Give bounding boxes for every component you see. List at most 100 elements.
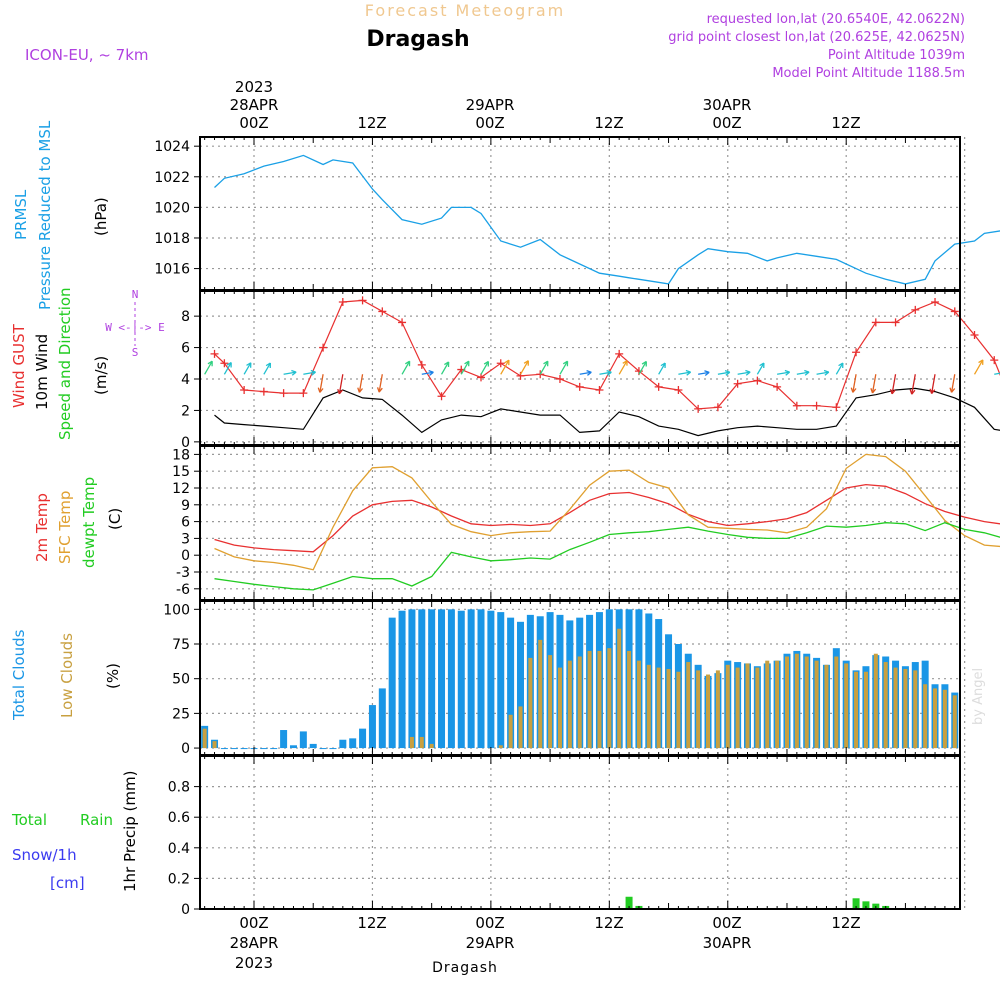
- low-cloud-bar: [548, 655, 553, 749]
- location-title: Dragash: [366, 27, 469, 52]
- cloud-unit: (%): [104, 663, 122, 689]
- precip-ytick-label: 0.6: [168, 810, 190, 826]
- low-cloud-bar: [913, 670, 918, 749]
- temp-label-3: dewpt Temp: [80, 477, 98, 568]
- bottom-year-label: 2023: [235, 954, 273, 972]
- wind-arrow-head: [889, 388, 896, 395]
- wind-direction-arrow: [223, 362, 232, 375]
- low-cloud-bar: [528, 657, 533, 749]
- total-cloud-bar: [457, 610, 465, 749]
- wind-direction-arrow: [776, 371, 790, 375]
- point-altitude: Point Altitude 1039m: [828, 48, 965, 63]
- low-cloud-bar: [646, 664, 651, 749]
- low-cloud-bar: [429, 743, 434, 749]
- wind-direction-arrow: [579, 371, 592, 375]
- wind-arrow-head: [317, 387, 324, 393]
- wind-ytick-label: 2: [181, 403, 190, 419]
- low-cloud-bar: [794, 653, 799, 749]
- wind-arrow-head: [838, 362, 844, 369]
- wind-direction-arrow: [338, 374, 344, 394]
- wind-direction-arrow: [658, 362, 666, 375]
- gust-marker: [398, 318, 407, 327]
- plot-panels: 1016101810201022102402468-6-303691215180…: [154, 136, 1000, 918]
- low-cloud-bar: [627, 650, 632, 749]
- low-cloud-bar: [854, 671, 859, 749]
- bottom-tick-label-5: 00Z: [712, 914, 741, 932]
- total-cloud-bar: [339, 739, 347, 749]
- wind-direction-arrow: [994, 372, 1000, 375]
- wind-arrow-head: [606, 369, 612, 376]
- gust-marker: [950, 307, 959, 316]
- low-cloud-bar: [903, 668, 908, 749]
- pressure-ytick-label: 1016: [154, 262, 190, 278]
- gust-marker: [536, 370, 545, 379]
- wind-arrow-head: [310, 369, 316, 376]
- gust-marker: [615, 349, 624, 358]
- gust-marker: [832, 403, 841, 412]
- gust-marker: [319, 343, 328, 352]
- wind-ytick-label: 4: [181, 372, 190, 388]
- temp-ytick-label: 6: [181, 515, 190, 531]
- cloud-labels: Total Clouds Low Clouds (%): [10, 629, 122, 721]
- top-tick-label-4: 12Z: [594, 114, 623, 132]
- gust-marker: [812, 401, 821, 410]
- total-cloud-bar: [398, 610, 406, 749]
- gust-marker: [733, 379, 742, 388]
- wind-arrow-head: [226, 361, 232, 368]
- low-cloud-bar: [824, 664, 829, 749]
- low-cloud-bar: [587, 650, 592, 749]
- gust-marker: [220, 359, 229, 368]
- low-cloud-bar: [844, 663, 849, 749]
- gust-marker: [595, 386, 604, 394]
- total-cloud-bar: [280, 730, 288, 749]
- low-cloud-bar: [745, 663, 750, 749]
- precip-panel: 0 0.2 0.4 0.6 0.8: [168, 755, 966, 918]
- wind-arrow-head: [724, 369, 731, 376]
- wind-arrow-head: [978, 359, 984, 365]
- wind-direction-arrow: [204, 360, 213, 375]
- wind-arrow-head: [660, 362, 666, 369]
- wind-label-1: Wind GUST: [10, 323, 28, 408]
- gust-marker: [575, 382, 584, 391]
- precip-unit: 1hr Precip (mm): [121, 771, 139, 892]
- top-day-label-2: 29APR: [466, 96, 515, 114]
- gust-marker: [753, 376, 762, 385]
- total-cloud-bar: [418, 609, 426, 749]
- low-cloud-bar: [834, 656, 839, 749]
- wind-direction-arrow: [973, 359, 984, 375]
- gust-marker: [417, 360, 426, 369]
- pressure-label-1: PRMSL: [12, 189, 30, 240]
- precip-ytick-label: 0: [181, 902, 190, 918]
- low-cloud-bar: [706, 674, 711, 749]
- total-cloud-bar: [428, 609, 436, 749]
- low-cloud-bar: [508, 714, 513, 749]
- temp-ytick-label: 18: [172, 447, 190, 463]
- wind-arrow-head: [357, 387, 364, 393]
- total-cloud-bar: [408, 609, 416, 749]
- wind-arrow-head: [909, 389, 916, 395]
- gust-marker: [773, 382, 782, 391]
- wind-direction-arrow: [816, 371, 829, 375]
- pressure-unit: (hPa): [92, 197, 110, 236]
- temp-2m-line: [214, 483, 1000, 553]
- gust-marker: [891, 318, 900, 327]
- low-cloud-bar: [419, 736, 424, 749]
- gust-marker: [911, 305, 920, 314]
- total-cloud-bar: [349, 738, 357, 749]
- wind-direction-arrow: [480, 361, 489, 375]
- wind-direction-arrow: [835, 362, 844, 375]
- temp-label-2: SFC Temp: [56, 491, 74, 564]
- low-cloud-bar: [607, 648, 612, 749]
- prmsl-line: [214, 154, 1000, 285]
- precip-label-rain: Rain: [80, 811, 113, 829]
- wind-arrow-head: [464, 360, 470, 367]
- total-cloud-bar: [220, 748, 228, 750]
- requested-coords: requested lon,lat (20.6540E, 42.0622N): [707, 12, 965, 27]
- cloud-label-1: Total Clouds: [10, 629, 28, 721]
- total-cloud-bar: [487, 610, 495, 749]
- bottom-tick-label-4: 12Z: [594, 914, 623, 932]
- low-cloud-bar: [873, 653, 878, 749]
- top-year-label: 2023: [235, 78, 273, 96]
